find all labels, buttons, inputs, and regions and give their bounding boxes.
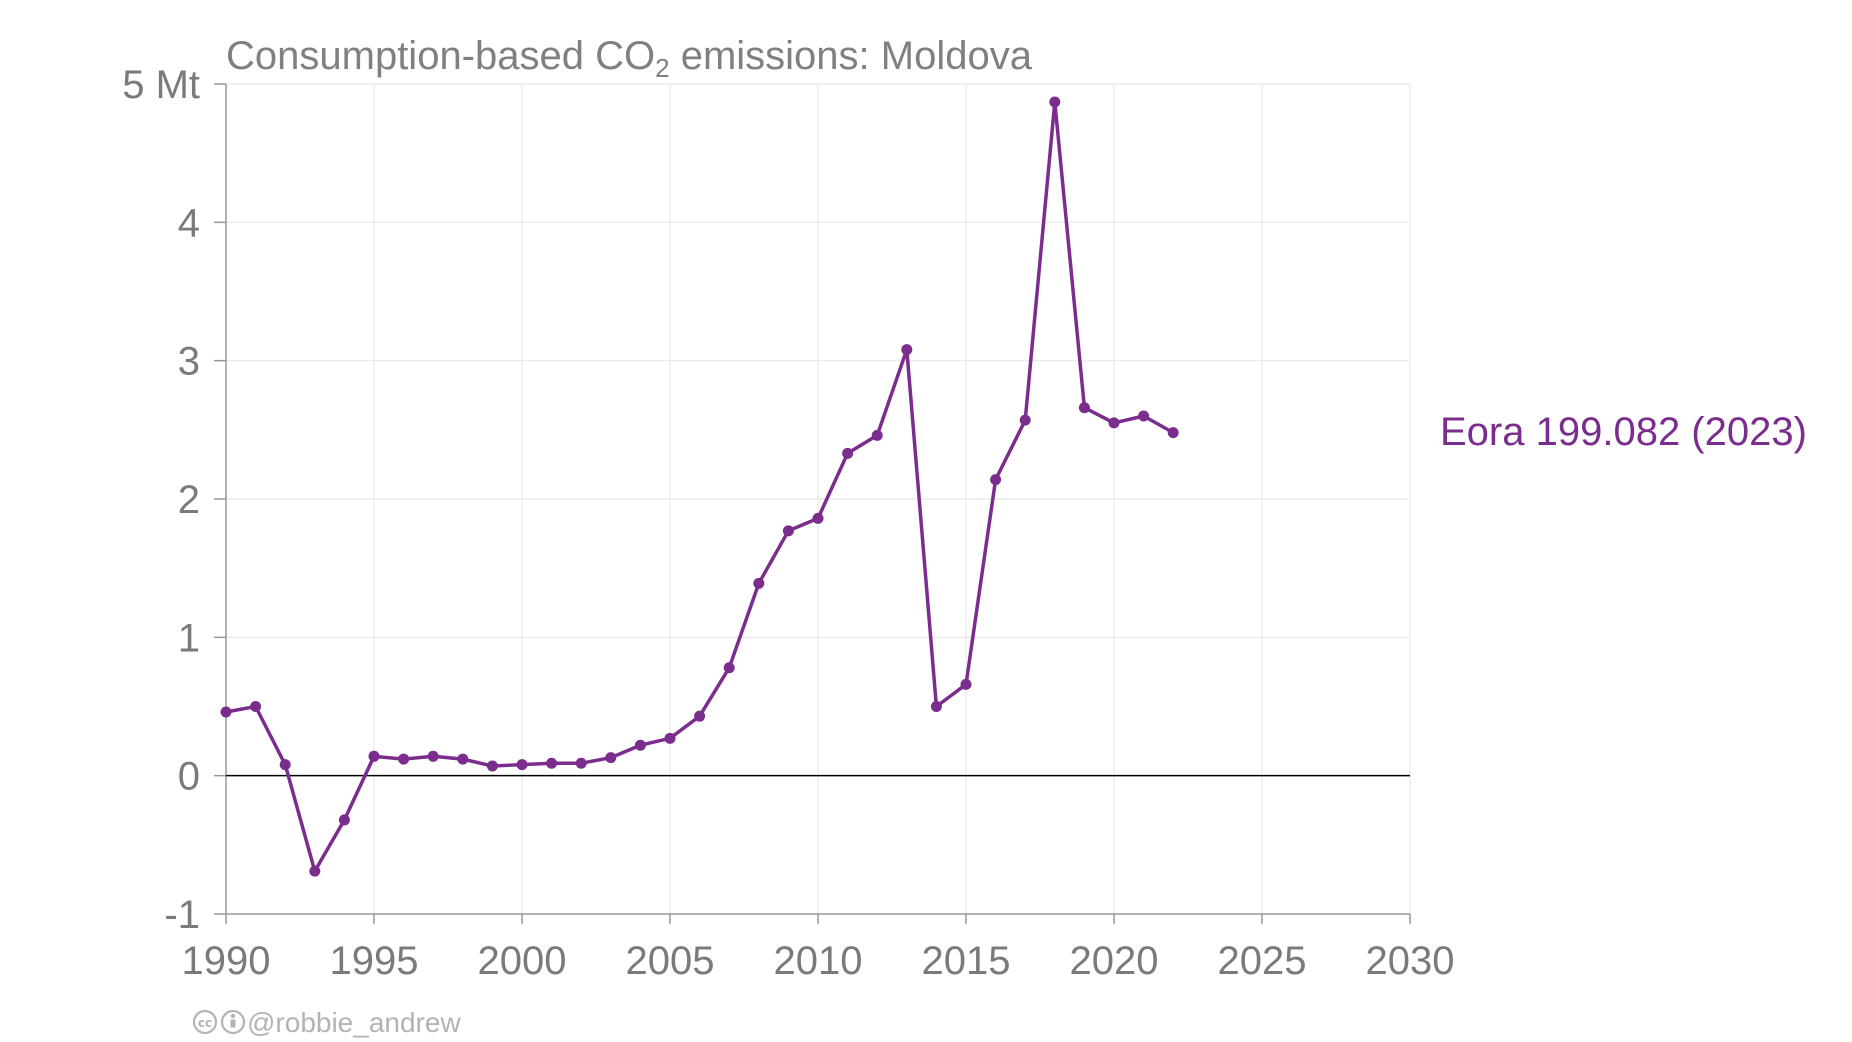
data-point [664,732,676,744]
data-point [842,447,854,459]
x-tick-label: 1995 [330,939,419,983]
y-tick-label: 4 [178,201,200,245]
y-tick-label: -1 [164,893,200,937]
data-point [871,429,883,441]
y-tick-label: 0 [178,755,200,799]
chart-title-suffix: emissions: Moldova [670,34,1033,78]
y-tick-label: 3 [178,340,200,384]
x-tick-label: 2020 [1070,939,1159,983]
x-tick-label: 2030 [1366,939,1455,983]
data-point [901,344,913,356]
x-tick-label: 2015 [922,939,1011,983]
y-tick-label: 5 Mt [122,63,200,107]
data-point [1019,414,1031,426]
svg-text:cc: cc [198,1016,212,1030]
by-icon [220,1009,246,1035]
data-point [1049,96,1061,108]
data-point [516,759,528,771]
grid-lines [226,83,1411,914]
x-tick-label: 2000 [478,939,567,983]
credit: cc @robbie_andrew [192,1007,461,1038]
data-point [753,577,765,589]
x-tick-label: 2005 [626,939,715,983]
data-point [1078,402,1090,414]
data-point [546,757,558,769]
series-label: Eora 199.082 (2023) [1440,410,1807,454]
data-point [220,706,232,718]
data-point [990,474,1002,486]
y-tick-label: 2 [178,478,200,522]
data-point [309,865,321,877]
data-point [930,701,942,712]
series-line [224,100,1175,873]
series-layer: Eora 199.082 (2023) [220,96,1807,877]
data-point [960,678,972,690]
data-point [398,753,410,765]
x-tick-label: 1990 [182,939,271,983]
data-point [368,750,380,762]
data-point [782,525,794,537]
y-tick-label: 1 [178,616,200,660]
data-point [279,759,291,771]
data-point [338,814,350,826]
credit-handle: @robbie_andrew [247,1007,461,1038]
data-point [723,662,735,674]
data-point [812,512,824,524]
chart-title: Consumption-based CO2 emissions: Moldova [226,34,1033,83]
tick-labels: -1 0 1 2 3 4 5 Mt 1990 1995 2000 2005 2010 2015 2020 2… [122,63,1454,983]
data-point [250,701,262,712]
chart-title-subscript: 2 [655,53,669,83]
data-point [634,739,646,751]
chart-title-prefix: Consumption-based CO [226,34,655,78]
x-tick-label: 2010 [774,939,863,983]
cc-icon: cc [192,1009,218,1035]
data-point [1167,427,1179,439]
data-point [486,760,498,772]
data-point [427,750,439,762]
data-point [694,710,706,722]
data-point [1138,410,1150,422]
data-point [605,752,617,764]
data-point [457,753,469,765]
data-point [1108,417,1120,429]
data-point [575,757,587,769]
x-tick-label: 2025 [1218,939,1307,983]
